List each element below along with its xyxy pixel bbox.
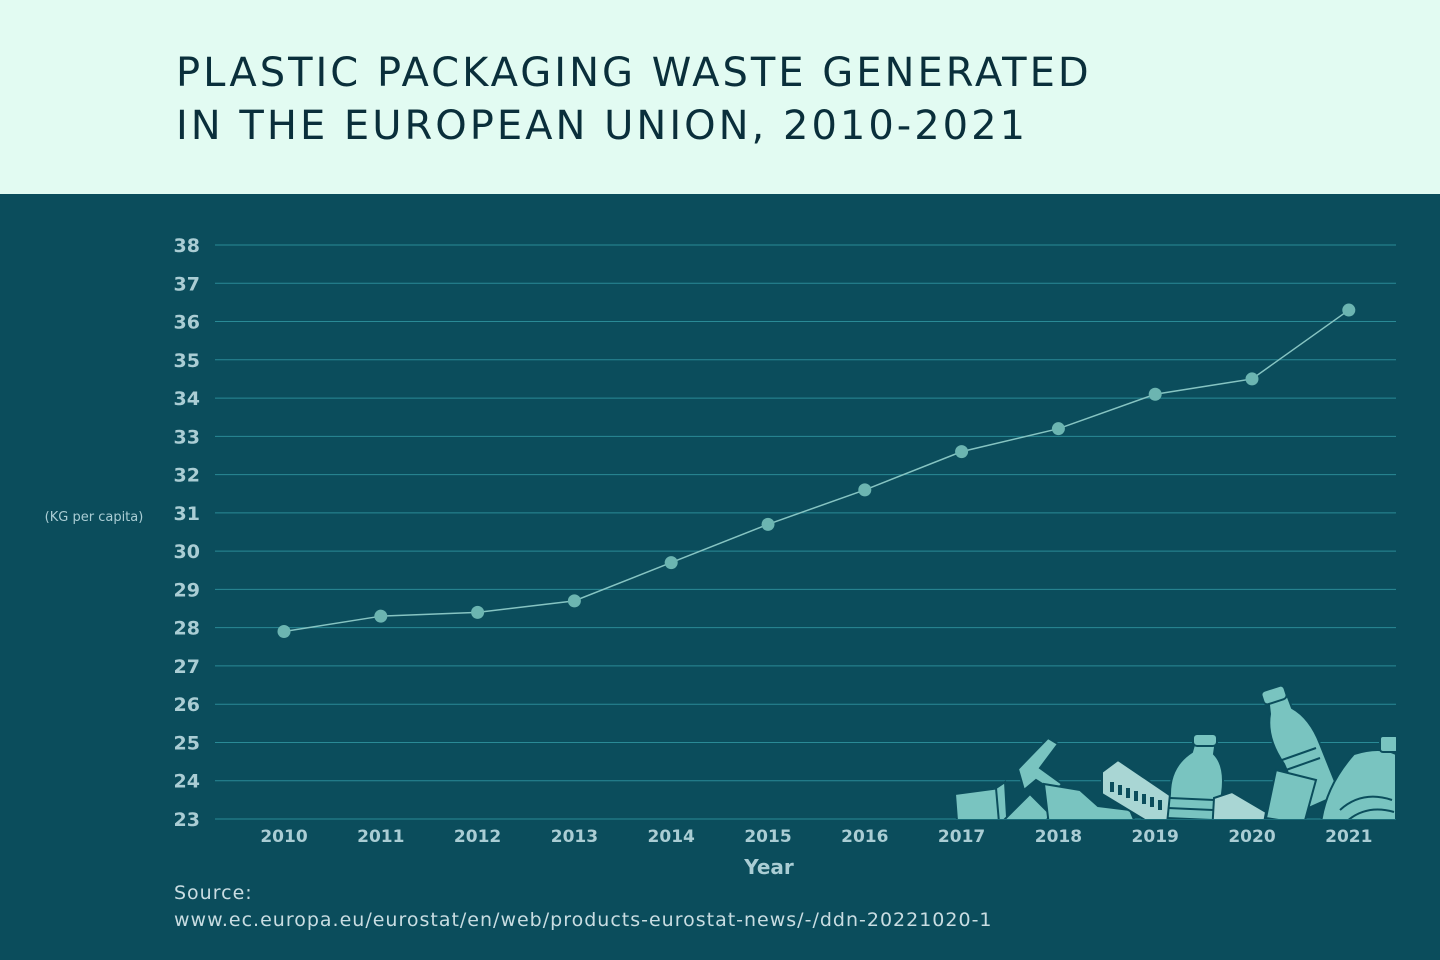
chart-area: 23 24 25 26 27 28 29 30 31 32 33 34 35 36 37 38 2010 201… — [0, 194, 1440, 960]
y-tick-label: 31 — [174, 503, 200, 525]
x-axis-label: Year — [743, 855, 794, 879]
data-point-2016[interactable] — [858, 483, 872, 497]
x-tick-label: 2020 — [1228, 827, 1275, 847]
x-tick-label: 2012 — [454, 827, 501, 847]
x-tick-label: 2019 — [1132, 827, 1179, 847]
y-tick-label: 29 — [174, 579, 200, 601]
chart-title-line-1: PLASTIC PACKAGING WASTE GENERATED — [176, 50, 1092, 96]
data-point-2010[interactable] — [277, 624, 291, 638]
y-axis-ticks: 23 24 25 26 27 28 29 30 31 32 33 34 35 36 37 38 — [174, 235, 200, 831]
y-tick-label: 27 — [174, 656, 200, 678]
header-banner: PLASTIC PACKAGING WASTE GENERATED IN THE… — [0, 0, 1440, 194]
source-note: Source: www.ec.europa.eu/eurostat/en/web… — [174, 880, 993, 934]
y-tick-label: 36 — [174, 312, 200, 334]
data-point-2019[interactable] — [1148, 387, 1162, 401]
data-point-2014[interactable] — [664, 556, 678, 570]
y-tick-label: 28 — [174, 618, 200, 640]
y-tick-label: 33 — [174, 426, 200, 448]
x-axis-ticks: 2010 2011 2012 2013 2014 2015 2016 2017 2018 2019… — [260, 827, 1372, 847]
y-tick-label: 24 — [174, 771, 200, 793]
series-line — [283, 309, 1350, 633]
y-tick-label: 37 — [174, 273, 200, 295]
x-tick-label: 2010 — [260, 827, 307, 847]
gridlines — [215, 244, 1396, 820]
y-tick-label: 30 — [174, 541, 200, 563]
source-label: Source: — [174, 882, 253, 904]
data-point-2013[interactable] — [567, 594, 581, 608]
y-tick-label: 32 — [174, 465, 200, 487]
data-point-2017[interactable] — [955, 445, 969, 459]
data-point-2015[interactable] — [761, 517, 775, 531]
plastic-waste-pile-icon — [953, 684, 1396, 819]
data-point-2018[interactable] — [1051, 422, 1065, 436]
x-tick-label: 2018 — [1035, 827, 1082, 847]
x-tick-label: 2011 — [357, 827, 404, 847]
y-axis-label: (KG per capita) — [45, 510, 144, 525]
x-tick-label: 2017 — [938, 827, 985, 847]
x-tick-label: 2014 — [648, 827, 695, 847]
x-tick-label: 2015 — [744, 827, 791, 847]
y-tick-label: 35 — [174, 350, 200, 372]
y-tick-label: 25 — [174, 732, 200, 754]
x-tick-label: 2021 — [1325, 827, 1372, 847]
y-tick-label: 38 — [174, 235, 200, 257]
y-tick-label: 34 — [174, 388, 200, 410]
x-tick-label: 2013 — [551, 827, 598, 847]
data-point-2020[interactable] — [1245, 372, 1259, 386]
source-url[interactable]: www.ec.europa.eu/eurostat/en/web/product… — [174, 909, 993, 931]
plastic-waste-pile-icon — [953, 684, 1396, 819]
x-tick-label: 2016 — [841, 827, 888, 847]
chart-title-line-2: IN THE EUROPEAN UNION, 2010-2021 — [176, 103, 1029, 149]
y-tick-label: 23 — [174, 809, 200, 831]
data-series — [277, 303, 1356, 638]
data-point-2011[interactable] — [374, 609, 388, 623]
y-tick-label: 26 — [174, 694, 200, 716]
data-point-2021[interactable] — [1342, 303, 1356, 317]
data-point-2012[interactable] — [471, 605, 485, 619]
